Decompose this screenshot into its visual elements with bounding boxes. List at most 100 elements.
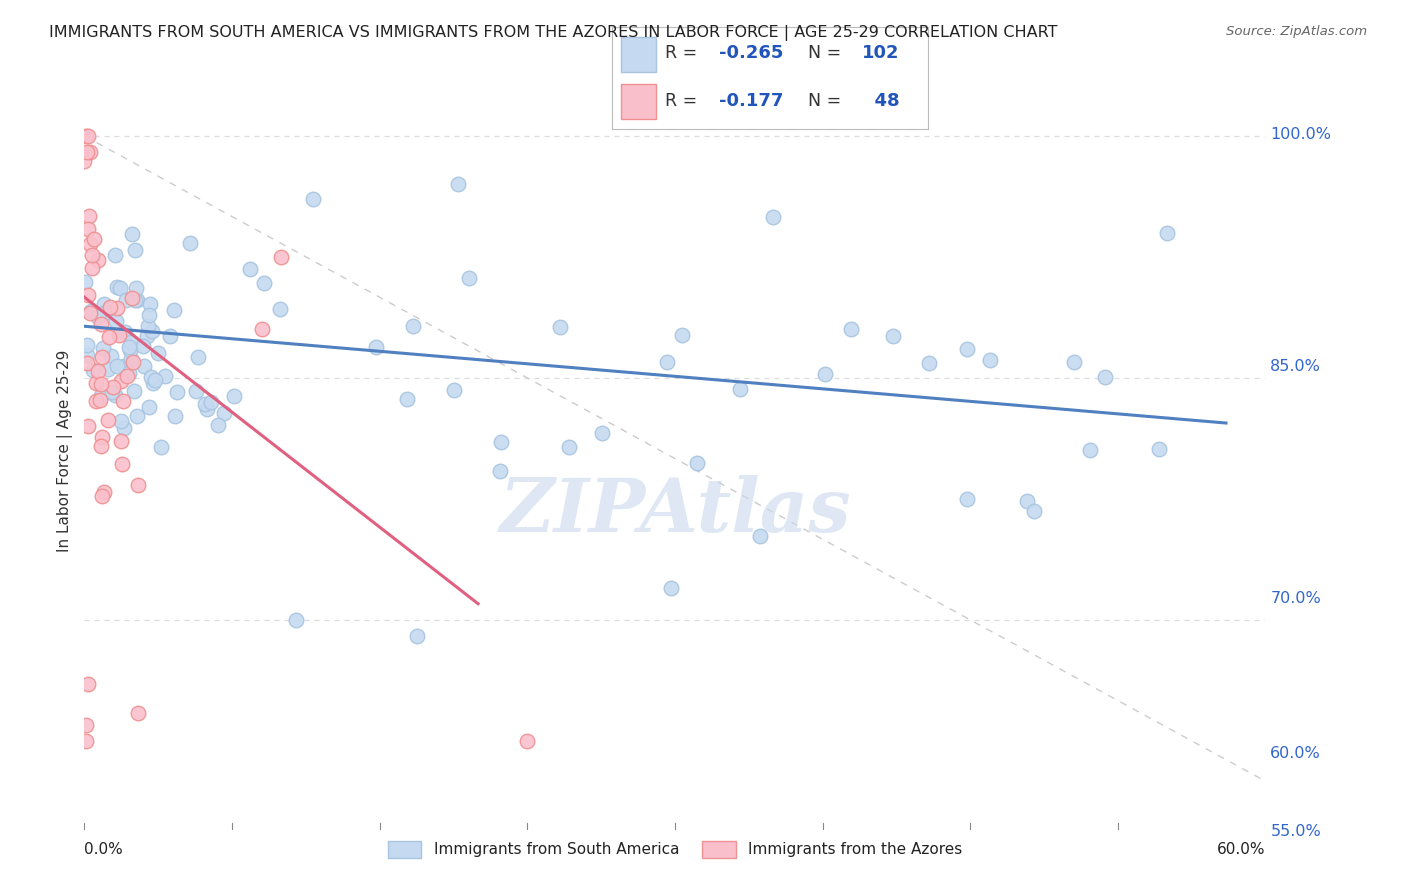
Point [142, 376, 165, 390]
Point [91, 350, 114, 364]
Point [121, 227, 143, 241]
Point [131, 339, 153, 353]
Point [91, 430, 114, 444]
Point [98, 330, 121, 344]
Point [84, 376, 107, 391]
Point [77, 221, 100, 235]
Point [139, 370, 162, 384]
Point [118, 366, 141, 380]
Point [77, 287, 100, 301]
Point [80, 304, 103, 318]
Point [166, 384, 188, 399]
Point [224, 389, 246, 403]
Point [558, 440, 581, 454]
Point [139, 296, 162, 310]
Point [671, 328, 693, 343]
Point [127, 706, 149, 720]
Point [516, 734, 538, 748]
Point [110, 414, 132, 428]
Point [145, 373, 167, 387]
Point [125, 409, 148, 424]
Point [90, 377, 112, 392]
Point [79, 145, 101, 159]
Point [77, 128, 100, 143]
Point [364, 340, 387, 354]
Point [1094, 370, 1116, 384]
Point [118, 343, 141, 357]
Point [882, 329, 904, 343]
Point [77, 677, 100, 691]
Point [83, 232, 105, 246]
Point [212, 406, 235, 420]
Point [90, 318, 112, 332]
Point [105, 359, 128, 373]
Point [146, 345, 169, 359]
Point [115, 293, 138, 307]
Point [396, 392, 419, 406]
Point [184, 384, 207, 398]
Point [955, 342, 977, 356]
Point [93, 304, 115, 318]
Point [839, 322, 862, 336]
Point [1147, 442, 1170, 457]
Point [107, 301, 129, 316]
Point [101, 385, 124, 400]
Point [97, 413, 120, 427]
Point [104, 248, 127, 262]
Point [120, 334, 142, 349]
Point [93, 306, 115, 320]
Point [93, 297, 115, 311]
Point [110, 374, 132, 388]
Point [748, 529, 770, 543]
Point [80, 248, 103, 262]
Point [90, 439, 112, 453]
Point [77, 418, 100, 433]
Point [77, 209, 100, 223]
Text: 0.0%: 0.0% [84, 842, 124, 857]
Point [76, 356, 98, 370]
Point [269, 302, 291, 317]
Point [91, 489, 114, 503]
Point [253, 276, 276, 290]
Point [117, 369, 139, 384]
Point [1156, 226, 1178, 240]
Point [110, 434, 132, 449]
Legend: Immigrants from South America, Immigrants from the Azores: Immigrants from South America, Immigrant… [381, 835, 969, 863]
Point [79, 237, 101, 252]
Point [105, 313, 128, 327]
Point [402, 319, 425, 334]
Point [86, 252, 108, 267]
Point [1063, 354, 1085, 368]
Point [122, 384, 145, 399]
Point [122, 355, 145, 369]
Point [200, 394, 222, 409]
Text: 48: 48 [862, 92, 900, 110]
Point [163, 302, 186, 317]
Point [149, 440, 172, 454]
Text: N =: N = [808, 92, 846, 110]
Point [124, 244, 146, 258]
Point [548, 320, 571, 334]
Y-axis label: In Labor Force | Age 25-29: In Labor Force | Age 25-29 [58, 350, 73, 551]
Text: -0.265: -0.265 [720, 45, 783, 62]
Point [270, 250, 292, 264]
Point [657, 355, 679, 369]
Point [127, 293, 149, 308]
Point [111, 394, 134, 409]
Point [195, 401, 218, 416]
Text: R =: R = [665, 92, 703, 110]
Point [73, 275, 96, 289]
Point [105, 279, 128, 293]
Point [179, 236, 201, 251]
Point [132, 359, 155, 373]
Point [302, 192, 325, 206]
Point [458, 271, 481, 285]
Point [104, 387, 127, 401]
Point [121, 292, 143, 306]
Point [108, 328, 131, 343]
Point [75, 734, 97, 748]
Point [90, 389, 112, 403]
Point [100, 349, 122, 363]
Text: Source: ZipAtlas.com: Source: ZipAtlas.com [1226, 25, 1367, 38]
Point [443, 383, 465, 397]
